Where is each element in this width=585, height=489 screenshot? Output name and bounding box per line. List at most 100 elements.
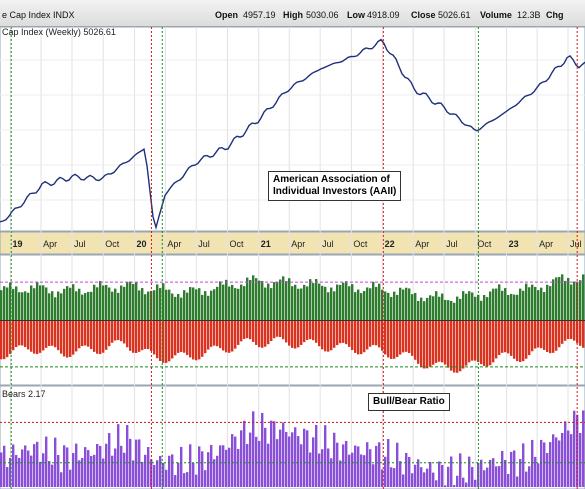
ratio-bar [141, 461, 144, 487]
bear-bar [492, 320, 495, 363]
bear-bar [231, 320, 234, 352]
low-value: 4918.09 [367, 10, 400, 20]
bear-bar [63, 320, 66, 357]
bear-bar [84, 320, 87, 346]
ratio-bar [228, 447, 231, 487]
ratio-bar [579, 432, 582, 487]
bear-bar [54, 320, 57, 348]
ratio-bar [558, 440, 561, 487]
bull-bar [495, 288, 498, 321]
bull-bar [48, 293, 51, 321]
bull-bar [243, 286, 246, 321]
bear-bar [327, 320, 330, 352]
ratio-bar [129, 438, 132, 487]
ratio-bar [9, 457, 12, 487]
ratio-bar [429, 461, 432, 487]
bear-bar [27, 320, 30, 350]
bear-bar [156, 320, 159, 359]
ratio-bar [255, 436, 258, 487]
bear-bar [261, 320, 264, 348]
ratio-bar [504, 460, 507, 487]
bull-bar [330, 287, 333, 321]
ratio-bar [393, 468, 396, 487]
date-tick-label: Oct [477, 239, 492, 249]
ratio-bar [516, 476, 519, 487]
ratio-bar [111, 455, 114, 487]
ratio-bar [489, 459, 492, 487]
ratio-bar [351, 452, 354, 487]
change-label: Chg [546, 10, 564, 20]
bull-bar [390, 296, 393, 321]
bear-bar [525, 320, 528, 359]
ratio-bar [102, 458, 105, 487]
ratio-bar [309, 452, 312, 487]
bear-bar [339, 320, 342, 344]
bull-bar [558, 277, 561, 321]
bull-bar [63, 288, 66, 321]
bear-bar [393, 320, 396, 359]
bull-bar [327, 292, 330, 321]
bear-bar [546, 320, 549, 352]
bull-bar [573, 281, 576, 321]
ratio-bar [249, 432, 252, 487]
bull-bar [501, 290, 504, 321]
bull-bar [69, 287, 72, 321]
ratio-bar [441, 464, 444, 487]
bull-bar [387, 292, 390, 321]
bear-bar [543, 320, 546, 350]
bull-bar [333, 291, 336, 321]
bear-bar [489, 320, 492, 366]
bull-bar [381, 289, 384, 321]
bear-bar [558, 320, 561, 348]
high-value: 5030.06 [306, 10, 339, 20]
bear-bar [351, 320, 354, 351]
ratio-bar [87, 450, 90, 487]
bear-bar [531, 320, 534, 352]
ratio-bar [507, 474, 510, 487]
ratio-bar [15, 455, 18, 487]
bear-bar [573, 320, 576, 341]
bear-bar [267, 320, 270, 345]
bear-bar [198, 320, 201, 360]
bear-bar [570, 320, 573, 340]
bear-bar [153, 320, 156, 355]
bear-bar [243, 320, 246, 339]
bull-bar [435, 291, 438, 321]
bear-bar [12, 320, 15, 351]
bear-bar [246, 320, 249, 339]
ratio-bar [231, 434, 234, 487]
bear-bar [414, 320, 417, 360]
bear-bar [252, 320, 255, 342]
bull-bar [84, 293, 87, 321]
bear-bar [312, 320, 315, 341]
ratio-bar [528, 466, 531, 487]
ratio-bar [417, 459, 420, 487]
bull-bar [486, 297, 489, 321]
bull-bar [519, 288, 522, 321]
open-label: Open [215, 10, 239, 20]
bear-bar [183, 320, 186, 353]
ratio-bar [195, 474, 198, 487]
bull-bar [210, 290, 213, 321]
bear-bar [201, 320, 204, 357]
bull-bar [126, 282, 129, 321]
ratio-bar [63, 445, 66, 487]
ratio-bar [132, 460, 135, 487]
ratio-bar [456, 475, 459, 487]
bull-bar [372, 281, 375, 321]
bear-bar [528, 320, 531, 356]
date-tick-label: Oct [105, 239, 120, 249]
bear-bar [333, 320, 336, 348]
ratio-bar [297, 436, 300, 487]
bear-bar [48, 320, 51, 347]
bull-bar [321, 285, 324, 321]
bear-bar [258, 320, 261, 348]
bull-bar [174, 296, 177, 321]
bear-bar [321, 320, 324, 350]
bear-bar [66, 320, 69, 358]
ratio-bar [30, 455, 33, 487]
bear-bar [81, 320, 84, 347]
ratio-bar [513, 450, 516, 487]
ratio-bar [471, 466, 474, 487]
bear-bar [555, 320, 558, 351]
